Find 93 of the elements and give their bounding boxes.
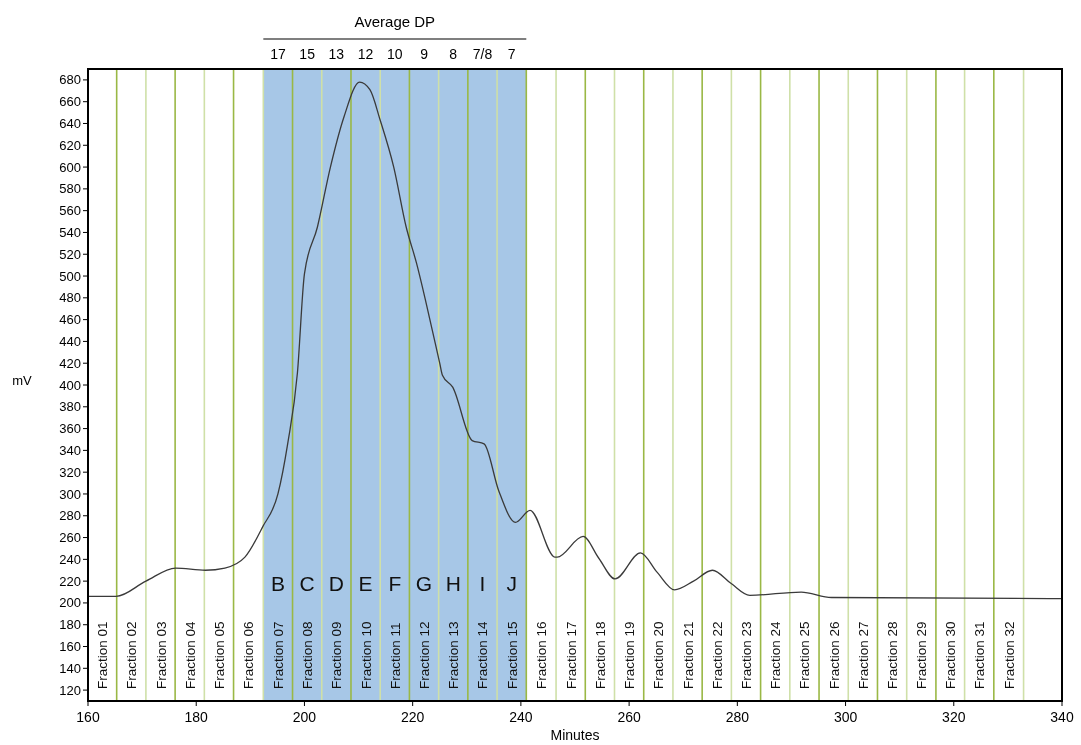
annotation: E	[358, 572, 373, 595]
annotation: J	[506, 572, 517, 595]
y-tick-label: 520	[59, 246, 81, 262]
annotation: B	[270, 572, 285, 595]
text: 10	[387, 46, 403, 62]
y-tick-label: 460	[59, 312, 81, 328]
annotation: I	[479, 572, 486, 595]
ref-line-label: Fraction 30	[943, 621, 959, 689]
y-tick-label: 560	[59, 203, 81, 219]
annotation: C	[299, 572, 315, 595]
annotation: F	[388, 572, 402, 595]
y-tick-label: 380	[59, 399, 81, 415]
x-tick-label: 220	[400, 709, 425, 725]
x-tick-label: 200	[292, 709, 317, 725]
x2-axis-title: Average DP	[354, 13, 436, 30]
annotation: H	[445, 572, 461, 595]
ref-line-label: Fraction 17	[563, 621, 579, 689]
ref-line-label: Fraction 03	[153, 621, 169, 689]
y-tick-label: 160	[59, 639, 81, 655]
ref-line-label: Fraction 13	[446, 621, 462, 689]
text: 12	[357, 46, 374, 62]
ref-line-label: Fraction 09	[329, 621, 345, 689]
y-tick-label: 240	[59, 551, 81, 567]
y-tick-label: 360	[59, 421, 81, 437]
text: 17	[270, 46, 286, 62]
ref-line-label: Fraction 29	[914, 621, 930, 689]
text: 7/8	[472, 46, 493, 62]
text: 7	[507, 46, 516, 62]
y-tick-label: 580	[59, 181, 81, 197]
y-tick-label: 540	[59, 225, 81, 240]
x-tick-label: 280	[725, 709, 750, 725]
ref-line-label: Fraction 21	[680, 621, 696, 689]
ref-line-label: Fraction 22	[709, 621, 725, 689]
ref-line-label: Fraction 28	[885, 621, 901, 689]
y-tick-label: 320	[59, 464, 81, 480]
y-tick-label: 480	[59, 290, 81, 306]
x-tick-label: 240	[509, 709, 533, 725]
ref-line-label: Fraction 24	[768, 620, 784, 689]
ref-line-label: Fraction 08	[300, 621, 316, 689]
y-tick-label: 500	[59, 268, 81, 284]
y-tick-label: 280	[59, 508, 81, 524]
text: 8	[449, 46, 458, 62]
ref-line-label: Fraction 25	[797, 621, 813, 689]
y-tick-label: 640	[59, 116, 81, 132]
x-tick-label: 300	[833, 709, 858, 725]
y-tick-label: 180	[59, 617, 81, 633]
x-tick-label: 160	[76, 709, 100, 725]
x-axis-title: Minutes	[550, 727, 600, 743]
text: 9	[420, 46, 429, 62]
y-tick-label: 400	[59, 377, 81, 393]
ref-line-label: Fraction 15	[504, 621, 520, 689]
ref-line-label: Fraction 01	[95, 621, 111, 689]
x-tick-label: 320	[942, 709, 966, 725]
ref-line-label: Fraction 26	[826, 621, 842, 689]
x-tick-label: 260	[617, 709, 641, 725]
y-tick-label: 120	[59, 682, 81, 698]
y-tick-label: 140	[59, 660, 81, 676]
y-tick-label: 340	[59, 442, 81, 458]
x-tick-label: 180	[184, 709, 209, 725]
ref-line-label: Fraction 06	[241, 621, 257, 689]
y-tick-label: 680	[59, 72, 81, 88]
ref-line-label: Fraction 23	[738, 621, 754, 689]
ref-line-label: Fraction 05	[211, 621, 227, 689]
y-tick-label: 660	[59, 94, 81, 110]
ref-line-label: Fraction 11	[387, 622, 403, 689]
ref-line-label: Fraction 16	[534, 621, 550, 689]
ref-line-label: Fraction 18	[592, 621, 608, 689]
y-tick-label: 200	[59, 595, 81, 611]
line-series	[88, 81, 1062, 600]
ref-line-label: Fraction 04	[182, 620, 198, 689]
y-tick-label: 620	[59, 137, 81, 153]
y-tick-label: 600	[59, 159, 81, 175]
annotation: G	[415, 572, 433, 595]
x-tick-label: 340	[1050, 709, 1074, 725]
ref-line-label: Fraction 02	[124, 621, 140, 689]
ref-line-label: Fraction 32	[1001, 621, 1017, 689]
text: 13	[328, 46, 345, 62]
y-axis-title: mV	[12, 373, 33, 388]
ref-line-label: Fraction 14	[475, 620, 491, 689]
ref-line-label: Fraction 20	[651, 621, 667, 689]
annotation: D	[328, 572, 344, 595]
ref-line-label: Fraction 10	[358, 621, 374, 689]
ref-line-label: Fraction 27	[855, 621, 871, 689]
text: 15	[299, 46, 316, 62]
y-tick-label: 420	[59, 355, 81, 371]
ref-line-label: Fraction 31	[972, 621, 988, 689]
ref-line-label: Fraction 19	[622, 621, 638, 689]
y-tick-label: 440	[59, 333, 81, 349]
ref-line-label: Fraction 07	[270, 621, 286, 689]
ref-line-label: Fraction 12	[417, 621, 433, 689]
y-tick-label: 260	[59, 530, 81, 546]
y-tick-label: 220	[59, 573, 81, 589]
y-tick-label: 300	[59, 486, 81, 502]
